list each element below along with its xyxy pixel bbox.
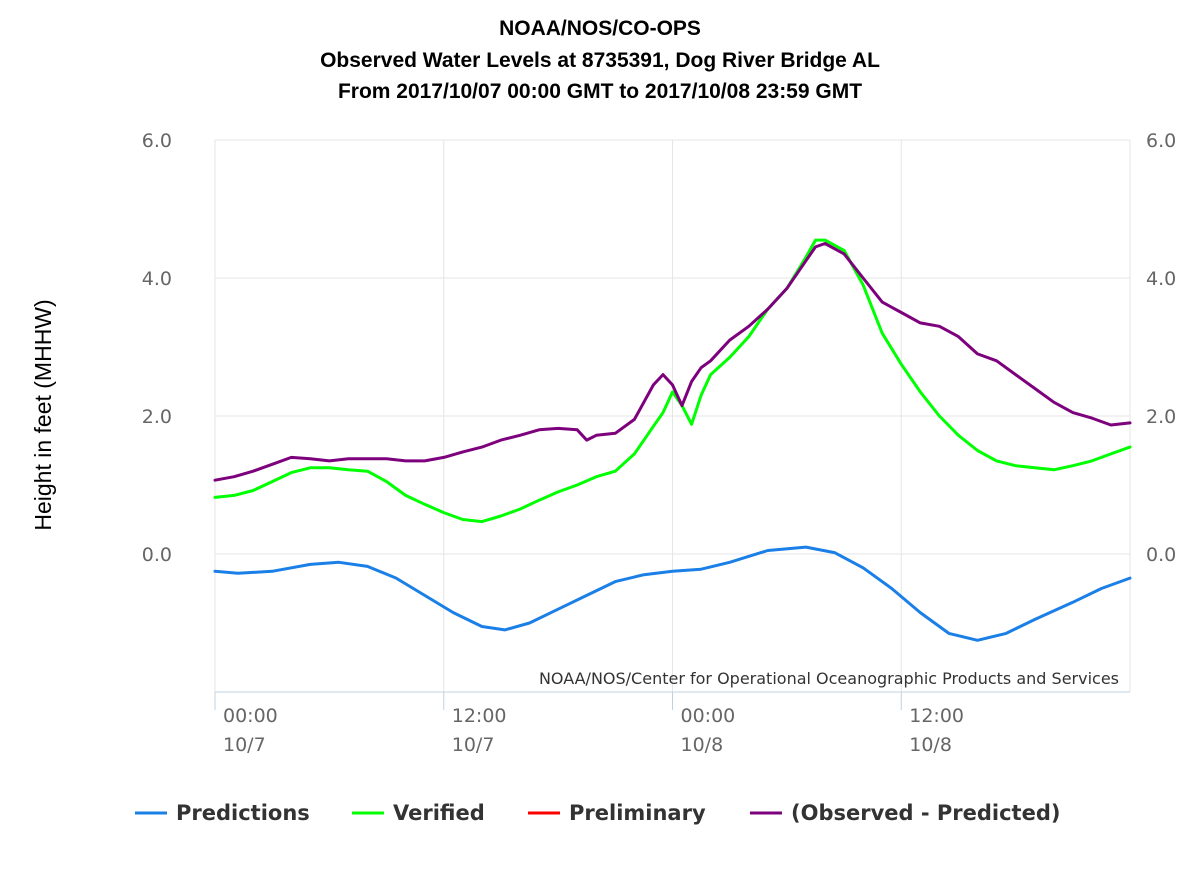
y-tick-label-left: 4.0 bbox=[142, 268, 172, 290]
y-tick-label-right: 2.0 bbox=[1146, 406, 1176, 428]
x-tick-time-label: 12:00 bbox=[909, 705, 964, 727]
x-tick-date-label: 10/8 bbox=[681, 734, 724, 756]
chart-credit: NOAA/NOS/Center for Operational Oceanogr… bbox=[539, 669, 1119, 688]
y-tick-label-left: 0.0 bbox=[142, 544, 172, 566]
chart-date-range: From 2017/10/07 00:00 GMT to 2017/10/08 … bbox=[338, 80, 862, 103]
x-tick-date-label: 10/7 bbox=[452, 734, 495, 756]
legend-label-predictions: Predictions bbox=[176, 801, 310, 825]
series-line-observed-predicted bbox=[213, 242, 1132, 482]
gridlines bbox=[214, 139, 1131, 692]
legend: Predictions Verified Preliminary (Observed … bbox=[135, 801, 1060, 825]
series-line-predictions bbox=[213, 545, 1132, 642]
chart-title: NOAA/NOS/CO-OPS bbox=[499, 17, 701, 40]
chart-subtitle: Observed Water Levels at 8735391, Dog Ri… bbox=[320, 49, 880, 72]
y-tick-label-left: 6.0 bbox=[142, 130, 172, 152]
x-tick-time-label: 00:00 bbox=[223, 705, 278, 727]
axes: 0.0 0.0 2.0 2.0 4.0 4.0 6.0 6.0 00:00 10/7 12:00 10… bbox=[142, 130, 1176, 756]
x-tick-date-label: 10/8 bbox=[909, 734, 952, 756]
y-tick-label-right: 4.0 bbox=[1146, 268, 1176, 290]
x-tick-date-label: 10/7 bbox=[223, 734, 266, 756]
series-lines bbox=[213, 238, 1132, 642]
legend-label-observed-predicted: (Observed - Predicted) bbox=[791, 801, 1060, 825]
y-tick-label-left: 2.0 bbox=[142, 406, 172, 428]
x-tick-time-label: 00:00 bbox=[681, 705, 736, 727]
legend-label-preliminary: Preliminary bbox=[569, 801, 706, 825]
y-tick-label-right: 0.0 bbox=[1146, 544, 1176, 566]
y-tick-label-right: 6.0 bbox=[1146, 130, 1176, 152]
y-axis-label: Height in feet (MHHW) bbox=[30, 299, 56, 530]
x-tick-time-label: 12:00 bbox=[452, 705, 507, 727]
legend-label-verified: Verified bbox=[393, 801, 485, 825]
